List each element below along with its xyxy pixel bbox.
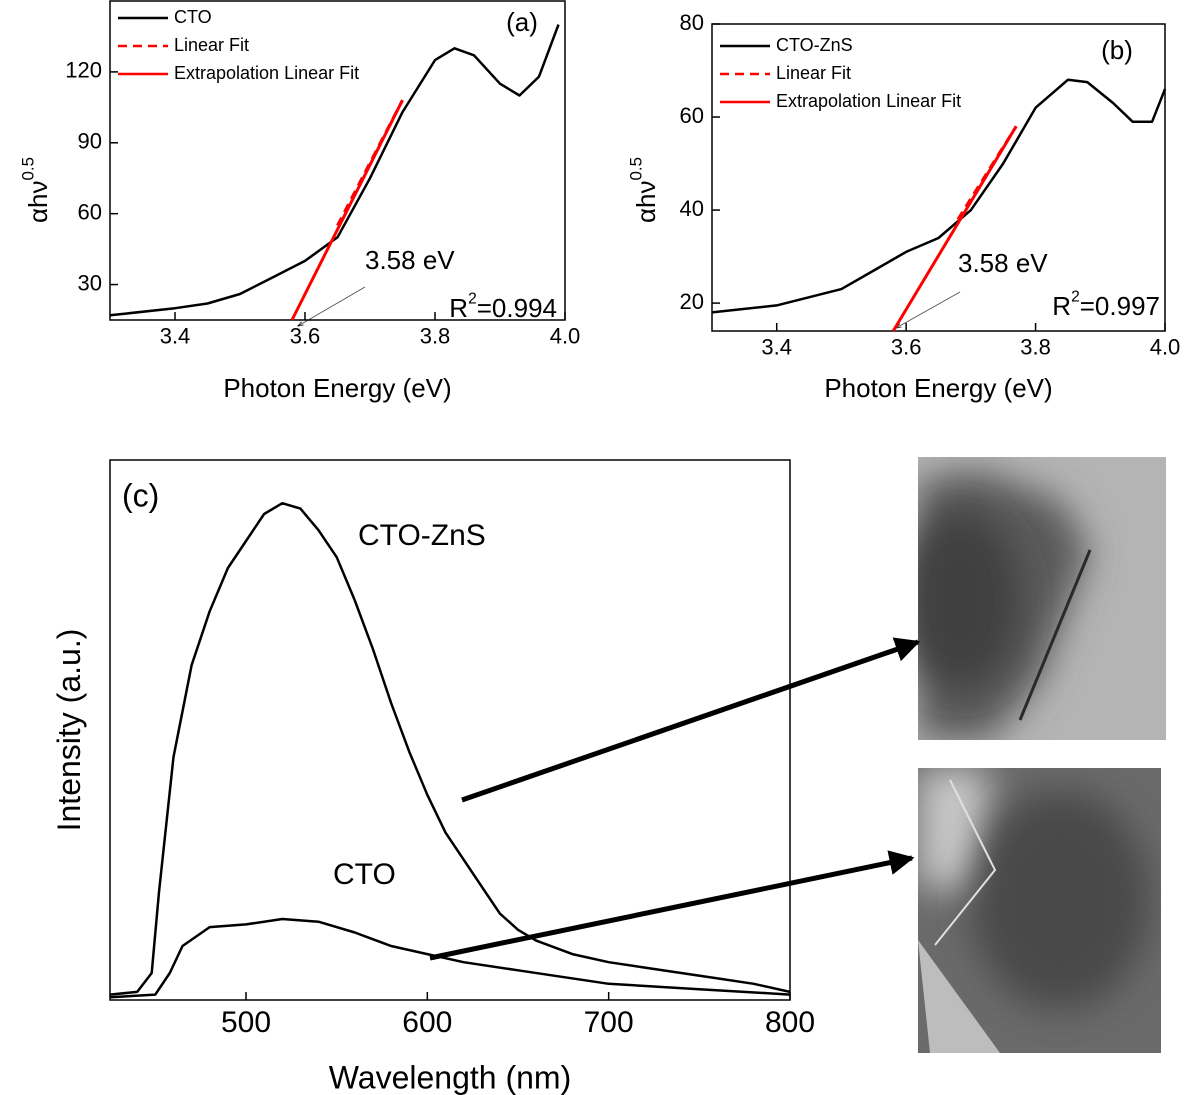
figure: 3.4 3.6 3.8 4.0 30 60 90 120 Photon Energy (eV) α…: [0, 0, 1184, 1095]
x-tick-label: 3.4: [761, 334, 792, 359]
annotation: CTO-ZnS: [358, 519, 486, 552]
y-tick-label: 40: [680, 196, 704, 221]
series-line: [292, 100, 403, 320]
y-axis-label-text: αhν: [631, 180, 661, 223]
x-tick-label: 3.8: [1020, 334, 1051, 359]
legend-label: Linear Fit: [776, 63, 851, 83]
annotation-sup: 2: [468, 291, 477, 308]
legend-label: Linear Fit: [174, 35, 249, 55]
annotation: R2=0.994: [449, 291, 557, 323]
annotation-rest: =0.997: [1080, 291, 1160, 321]
x-axis-label: Wavelength (nm): [329, 1059, 571, 1095]
annotation-text: CTO: [333, 858, 396, 891]
y-axis-label: αhν0.5: [19, 157, 53, 223]
y-tick-label: 60: [78, 199, 102, 224]
y-tick-label: 80: [680, 10, 704, 35]
annotation-text: 3.58 eV: [958, 248, 1048, 278]
y-axis-label-sup: 0.5: [19, 157, 38, 180]
panel-label: (a): [506, 7, 538, 37]
annotation-text: R: [1052, 291, 1071, 321]
legend-label: CTO-ZnS: [776, 35, 853, 55]
x-tick-label: 4.0: [1150, 334, 1181, 359]
series-line: [110, 503, 790, 994]
panel-label: (b): [1101, 35, 1133, 65]
tem-image-top: [900, 457, 1166, 740]
annotation-sup: 2: [1071, 289, 1080, 306]
annotation: CTO: [333, 858, 396, 891]
annotation-rest: =0.994: [477, 293, 557, 323]
pointer-arrow: [462, 642, 918, 800]
x-tick-label: 700: [584, 1006, 634, 1039]
series-line: [893, 126, 1016, 331]
legend-label: Extrapolation Linear Fit: [776, 91, 961, 111]
annotation-text: R: [449, 293, 468, 323]
x-tick-label: 600: [402, 1006, 452, 1039]
y-tick-label: 60: [680, 103, 704, 128]
annotation: 3.58 eV: [365, 245, 455, 275]
legend-label: CTO: [174, 7, 212, 27]
pointer-arrow: [430, 858, 912, 958]
series-line: [110, 919, 790, 997]
y-axis-label-sup: 0.5: [627, 157, 646, 180]
x-tick-label: 3.4: [160, 323, 191, 348]
y-tick-label: 120: [65, 58, 102, 83]
annotation-text: 3.58 eV: [365, 245, 455, 275]
x-tick-label: 4.0: [550, 323, 581, 348]
x-tick-label: 800: [765, 1006, 815, 1039]
tem-image-bottom: [918, 768, 1161, 1053]
y-axis-label: Intensity (a.u.): [51, 629, 87, 832]
y-tick-label: 20: [680, 289, 704, 314]
x-axis-label: Photon Energy (eV): [223, 373, 451, 403]
x-tick-label: 3.8: [420, 323, 451, 348]
annotation: 3.58 eV: [958, 248, 1048, 278]
x-axis-label: Photon Energy (eV): [824, 373, 1052, 403]
panel-label: (c): [122, 477, 159, 513]
y-axis-label-text: Intensity (a.u.): [51, 629, 87, 832]
annotation: R2=0.997: [1052, 289, 1160, 321]
legend-label: Extrapolation Linear Fit: [174, 63, 359, 83]
x-tick-label: 3.6: [891, 334, 922, 359]
x-tick-label: 500: [221, 1006, 271, 1039]
x-tick-label: 3.6: [290, 323, 321, 348]
y-tick-label: 30: [78, 270, 102, 295]
y-tick-label: 90: [78, 129, 102, 154]
series-line: [712, 80, 1165, 313]
y-axis-label: αhν0.5: [627, 157, 661, 223]
annotation-text: CTO-ZnS: [358, 519, 486, 552]
y-axis-label-text: αhν: [23, 180, 53, 223]
